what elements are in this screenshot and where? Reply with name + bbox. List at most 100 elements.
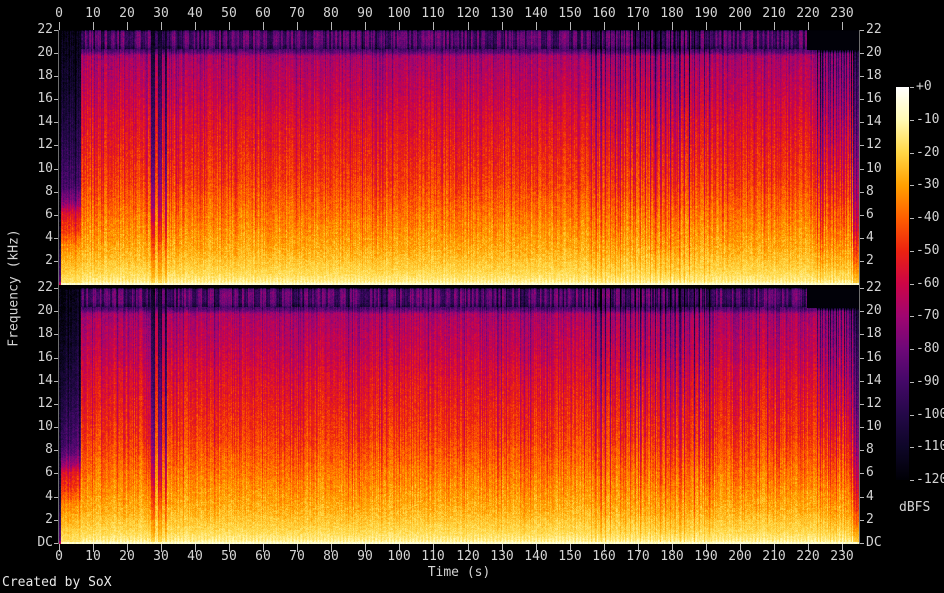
frequency-tick-mark-right	[860, 192, 864, 193]
frequency-tick-mark-right	[860, 497, 864, 498]
time-tick-label-top: 90	[357, 6, 373, 21]
time-tick-label-top: 0	[55, 6, 63, 21]
frequency-tick-label-right: 8	[866, 442, 874, 457]
frequency-tick-mark-right	[860, 288, 864, 289]
frequency-tick-label-left: 16	[37, 91, 53, 106]
time-tick-mark-top	[842, 22, 843, 30]
frequency-tick-label-left: 22	[37, 280, 53, 295]
frequency-tick-mark-right	[860, 99, 864, 100]
time-tick-mark-top	[433, 22, 434, 30]
frequency-tick-label-left: 10	[37, 419, 53, 434]
frequency-tick-label-left: 18	[37, 68, 53, 83]
frequency-tick-mark-right	[860, 404, 864, 405]
time-tick-mark-top	[570, 22, 571, 30]
time-tick-label-bottom: 230	[830, 549, 854, 564]
frequency-tick-mark-right	[860, 261, 864, 262]
time-tick-label-top: 110	[421, 6, 445, 21]
time-tick-label-bottom: 20	[119, 549, 135, 564]
time-tick-mark-bottom	[331, 544, 332, 552]
frequency-axis-title: Frequency (kHz)	[6, 229, 22, 347]
time-tick-mark-bottom	[297, 544, 298, 552]
frequency-tick-label-right: 10	[866, 419, 882, 434]
frequency-tick-label-left: 8	[45, 442, 53, 457]
frequency-tick-mark-left	[54, 427, 58, 428]
time-tick-mark-bottom	[263, 544, 264, 552]
time-tick-label-bottom: 210	[762, 549, 786, 564]
level-tick-mark	[910, 153, 914, 154]
time-tick-mark-bottom	[842, 544, 843, 552]
level-tick-mark	[910, 415, 914, 416]
frequency-tick-mark-left	[54, 238, 58, 239]
frequency-tick-label-right: 2	[866, 253, 874, 268]
time-tick-mark-top	[502, 22, 503, 30]
time-tick-label-bottom: 150	[558, 549, 582, 564]
frequency-tick-mark-left	[54, 450, 58, 451]
frequency-tick-mark-right	[860, 76, 864, 77]
frequency-tick-mark-right	[860, 358, 864, 359]
time-tick-label-top: 220	[796, 6, 820, 21]
frequency-tick-label-right: 4	[866, 230, 874, 245]
time-tick-label-top: 120	[456, 6, 480, 21]
frequency-tick-label-right: 4	[866, 489, 874, 504]
time-tick-label-bottom: 10	[85, 549, 101, 564]
level-tick-label: -110	[916, 439, 944, 454]
frequency-tick-mark-left	[54, 381, 58, 382]
frequency-tick-label-right: 22	[866, 280, 882, 295]
time-tick-label-top: 70	[289, 6, 305, 21]
frequency-tick-mark-left	[54, 288, 58, 289]
time-tick-mark-bottom	[93, 544, 94, 552]
time-tick-label-top: 20	[119, 6, 135, 21]
level-tick-mark	[910, 251, 914, 252]
time-tick-mark-top	[638, 22, 639, 30]
time-tick-mark-top	[127, 22, 128, 30]
time-tick-label-bottom: 120	[456, 549, 480, 564]
frequency-tick-label-left: 4	[45, 489, 53, 504]
level-tick-label: -20	[916, 145, 940, 160]
frequency-dc-label-left: DC	[37, 535, 53, 550]
colorbar	[896, 87, 909, 480]
time-tick-label-top: 80	[323, 6, 339, 21]
time-tick-mark-top	[468, 22, 469, 30]
frequency-tick-mark-right	[860, 30, 864, 31]
time-tick-mark-bottom	[59, 544, 60, 552]
level-tick-label: -70	[916, 308, 940, 323]
frequency-tick-mark-left	[54, 215, 58, 216]
level-tick-mark	[910, 87, 914, 88]
time-tick-mark-bottom	[229, 544, 230, 552]
frequency-tick-mark-right	[860, 427, 864, 428]
time-tick-mark-top	[297, 22, 298, 30]
level-tick-label: -40	[916, 210, 940, 225]
frequency-tick-label-left: 6	[45, 207, 53, 222]
time-tick-label-bottom: 30	[153, 549, 169, 564]
frequency-tick-label-right: 16	[866, 350, 882, 365]
time-tick-label-top: 130	[490, 6, 514, 21]
frequency-tick-mark-right	[860, 169, 864, 170]
time-tick-mark-bottom	[536, 544, 537, 552]
frequency-tick-mark-left	[54, 311, 58, 312]
frequency-tick-mark-left	[54, 122, 58, 123]
time-tick-mark-bottom	[502, 544, 503, 552]
time-tick-label-top: 210	[762, 6, 786, 21]
time-tick-mark-top	[808, 22, 809, 30]
frequency-tick-label-right: 22	[866, 22, 882, 37]
frequency-tick-label-left: 16	[37, 350, 53, 365]
level-tick-mark	[910, 218, 914, 219]
level-tick-label: -90	[916, 374, 940, 389]
frequency-tick-label-right: 6	[866, 465, 874, 480]
level-tick-label: -80	[916, 341, 940, 356]
time-tick-mark-bottom	[740, 544, 741, 552]
level-tick-mark	[910, 382, 914, 383]
level-tick-label: -30	[916, 177, 940, 192]
time-tick-label-top: 50	[221, 6, 237, 21]
frequency-tick-label-left: 22	[37, 22, 53, 37]
frequency-tick-label-left: 20	[37, 45, 53, 60]
frequency-tick-mark-left	[54, 261, 58, 262]
level-tick-label: -50	[916, 243, 940, 258]
time-tick-label-bottom: 200	[728, 549, 752, 564]
time-tick-mark-bottom	[195, 544, 196, 552]
time-tick-mark-bottom	[706, 544, 707, 552]
time-tick-mark-bottom	[604, 544, 605, 552]
frequency-tick-label-right: 8	[866, 184, 874, 199]
time-tick-label-bottom: 0	[55, 549, 63, 564]
time-tick-mark-bottom	[570, 544, 571, 552]
